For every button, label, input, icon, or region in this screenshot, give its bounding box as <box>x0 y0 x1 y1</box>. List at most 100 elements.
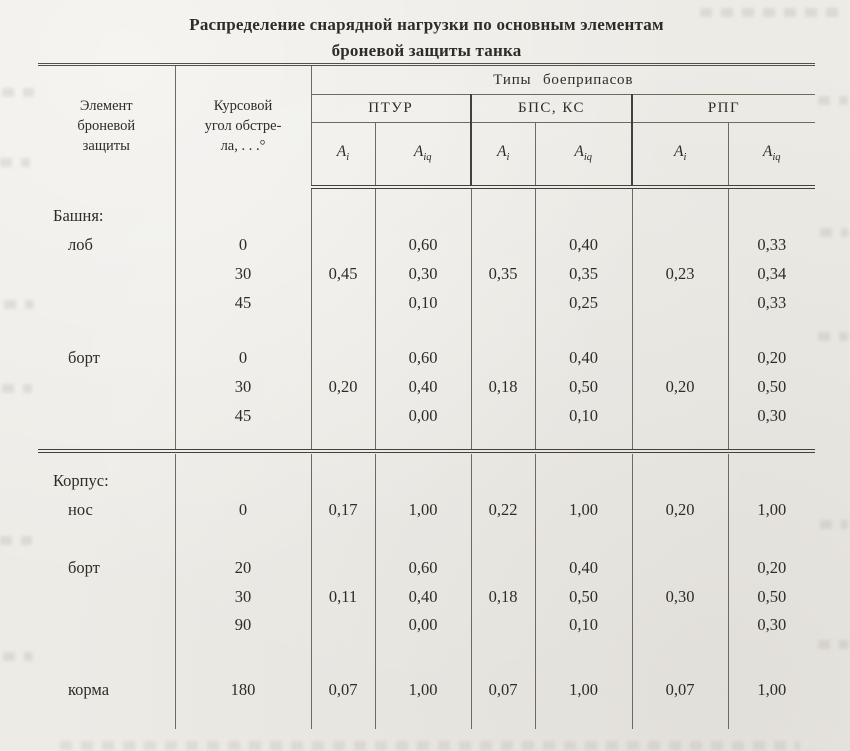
cell-value <box>374 200 471 231</box>
table-row: 90 0,00 0,10 0,30 <box>38 610 815 639</box>
scan-bleed-mark <box>2 88 34 97</box>
cell-angle: 30 <box>174 259 311 289</box>
spacer-row <box>38 523 815 554</box>
scan-bleed-mark <box>60 741 800 750</box>
table-row: 30 0,11 0,40 0,18 0,50 0,30 0,50 <box>38 582 815 611</box>
spacer-row <box>38 186 815 201</box>
table-row: 30 0,45 0,30 0,35 0,35 0,23 0,34 <box>38 259 815 289</box>
col-header-ai: Ai <box>631 122 728 189</box>
cell-angle: 0 <box>174 495 311 524</box>
cell-value: 0,07 <box>310 674 375 705</box>
cell-value: 0,50 <box>534 582 632 611</box>
cell-value: 0,23 <box>631 259 728 289</box>
cell-value: 1,00 <box>727 674 815 705</box>
cell-value: 1,00 <box>374 674 471 705</box>
cell-value <box>727 465 815 496</box>
cell-value: 0,20 <box>727 553 815 583</box>
cell-value <box>631 200 728 231</box>
cell-value <box>631 288 728 318</box>
cell-value <box>470 553 535 583</box>
cell-value: 0,40 <box>374 372 471 402</box>
cell-value <box>310 610 375 639</box>
cell-value <box>310 553 375 583</box>
cell-value: 0,40 <box>374 582 471 611</box>
scan-bleed-mark <box>3 652 33 661</box>
cell-value: 0,30 <box>727 401 815 431</box>
cell-value: 0,10 <box>534 401 632 431</box>
cell-value <box>310 200 375 231</box>
scan-bleed-mark <box>0 536 32 545</box>
cell-section-label: Башня: <box>53 205 104 225</box>
cell-value <box>310 288 375 318</box>
cell-element: нос <box>68 499 93 519</box>
cell-value <box>631 230 728 260</box>
cell-value: 0,18 <box>470 582 535 611</box>
cell-element <box>38 402 175 431</box>
table-row: 45 0,00 0,10 0,30 <box>38 401 815 431</box>
group-header-ptur: ПТУР <box>311 94 472 123</box>
spacer-row <box>38 430 815 451</box>
cell-value: 0,07 <box>631 674 728 705</box>
section-divider-rule <box>38 448 815 455</box>
header-row-groups: ПТУР БПС, КС РПГ <box>38 94 815 123</box>
cell-section-label: Корпус: <box>53 470 109 490</box>
table-row: 45 0,10 0,25 0,33 <box>38 288 815 318</box>
header-row-subcols: Ai Aiq Ai Aiq Ai Aiq <box>38 122 815 189</box>
cell-angle: 20 <box>174 553 311 583</box>
table-row: Башня: <box>38 200 815 231</box>
cell-element: борт <box>68 348 100 367</box>
cell-value: 0,30 <box>631 582 728 611</box>
col-header-element: Элемент броневой защиты <box>38 64 176 187</box>
header-row-types: Элемент броневой защиты Курсовой угол об… <box>38 64 815 187</box>
scan-bleed-mark <box>818 96 848 105</box>
col-header-ai: Ai <box>470 122 535 189</box>
col-header-aiq: Aiq <box>727 122 815 189</box>
table-row: нос 0 0,17 1,00 0,22 1,00 0,20 1,00 <box>38 495 815 524</box>
cell-value: 0,50 <box>727 372 815 402</box>
spacer-row <box>38 704 815 729</box>
cell-angle: 0 <box>174 343 311 373</box>
cell-value <box>470 230 535 260</box>
cell-value: 0,20 <box>631 495 728 524</box>
cell-value: 0,60 <box>374 230 471 260</box>
table-row: лоб 0 0,60 0,40 0,33 <box>38 230 815 260</box>
cell-value: 0,10 <box>374 288 471 318</box>
cell-value <box>727 200 815 231</box>
cell-value: 0,45 <box>310 259 375 289</box>
cell-element: корма <box>68 679 110 699</box>
cell-value: 0,20 <box>727 343 815 373</box>
cell-element <box>38 289 175 318</box>
cell-value: 0,40 <box>534 553 632 583</box>
cell-value <box>310 343 375 373</box>
spacer-row <box>38 453 815 466</box>
cell-value: 0,40 <box>534 230 632 260</box>
cell-element: лоб <box>68 235 93 254</box>
cell-angle: 45 <box>174 401 311 431</box>
cell-value <box>631 610 728 639</box>
cell-value: 0,11 <box>310 582 375 611</box>
cell-value: 1,00 <box>727 495 815 524</box>
table-title: Распределение снарядной нагрузки по осно… <box>189 15 664 60</box>
cell-element <box>38 260 175 289</box>
cell-value: 0,34 <box>727 259 815 289</box>
cell-value <box>470 288 535 318</box>
cell-value <box>534 200 632 231</box>
cell-value: 0,25 <box>534 288 632 318</box>
cell-value <box>374 465 471 496</box>
cell-value: 0,30 <box>727 610 815 639</box>
armor-load-table: Элемент броневой защиты Курсовой угол об… <box>38 63 815 729</box>
cell-angle: 30 <box>174 582 311 611</box>
data-table: Элемент броневой защиты Курсовой угол об… <box>38 63 815 729</box>
cell-angle <box>174 465 311 496</box>
cell-value: 0,00 <box>374 401 471 431</box>
table-row: корма 180 0,07 1,00 0,07 1,00 0,07 1,00 <box>38 674 815 705</box>
cell-value: 0,17 <box>310 495 375 524</box>
spacer-row <box>38 317 815 344</box>
scan-bleed-mark <box>4 300 34 309</box>
scan-bleed-mark <box>818 332 848 341</box>
spacer-row <box>38 638 815 675</box>
cell-value: 0,00 <box>374 610 471 639</box>
cell-value: 0,33 <box>727 230 815 260</box>
scan-bleed-mark <box>818 640 848 649</box>
cell-value <box>310 401 375 431</box>
